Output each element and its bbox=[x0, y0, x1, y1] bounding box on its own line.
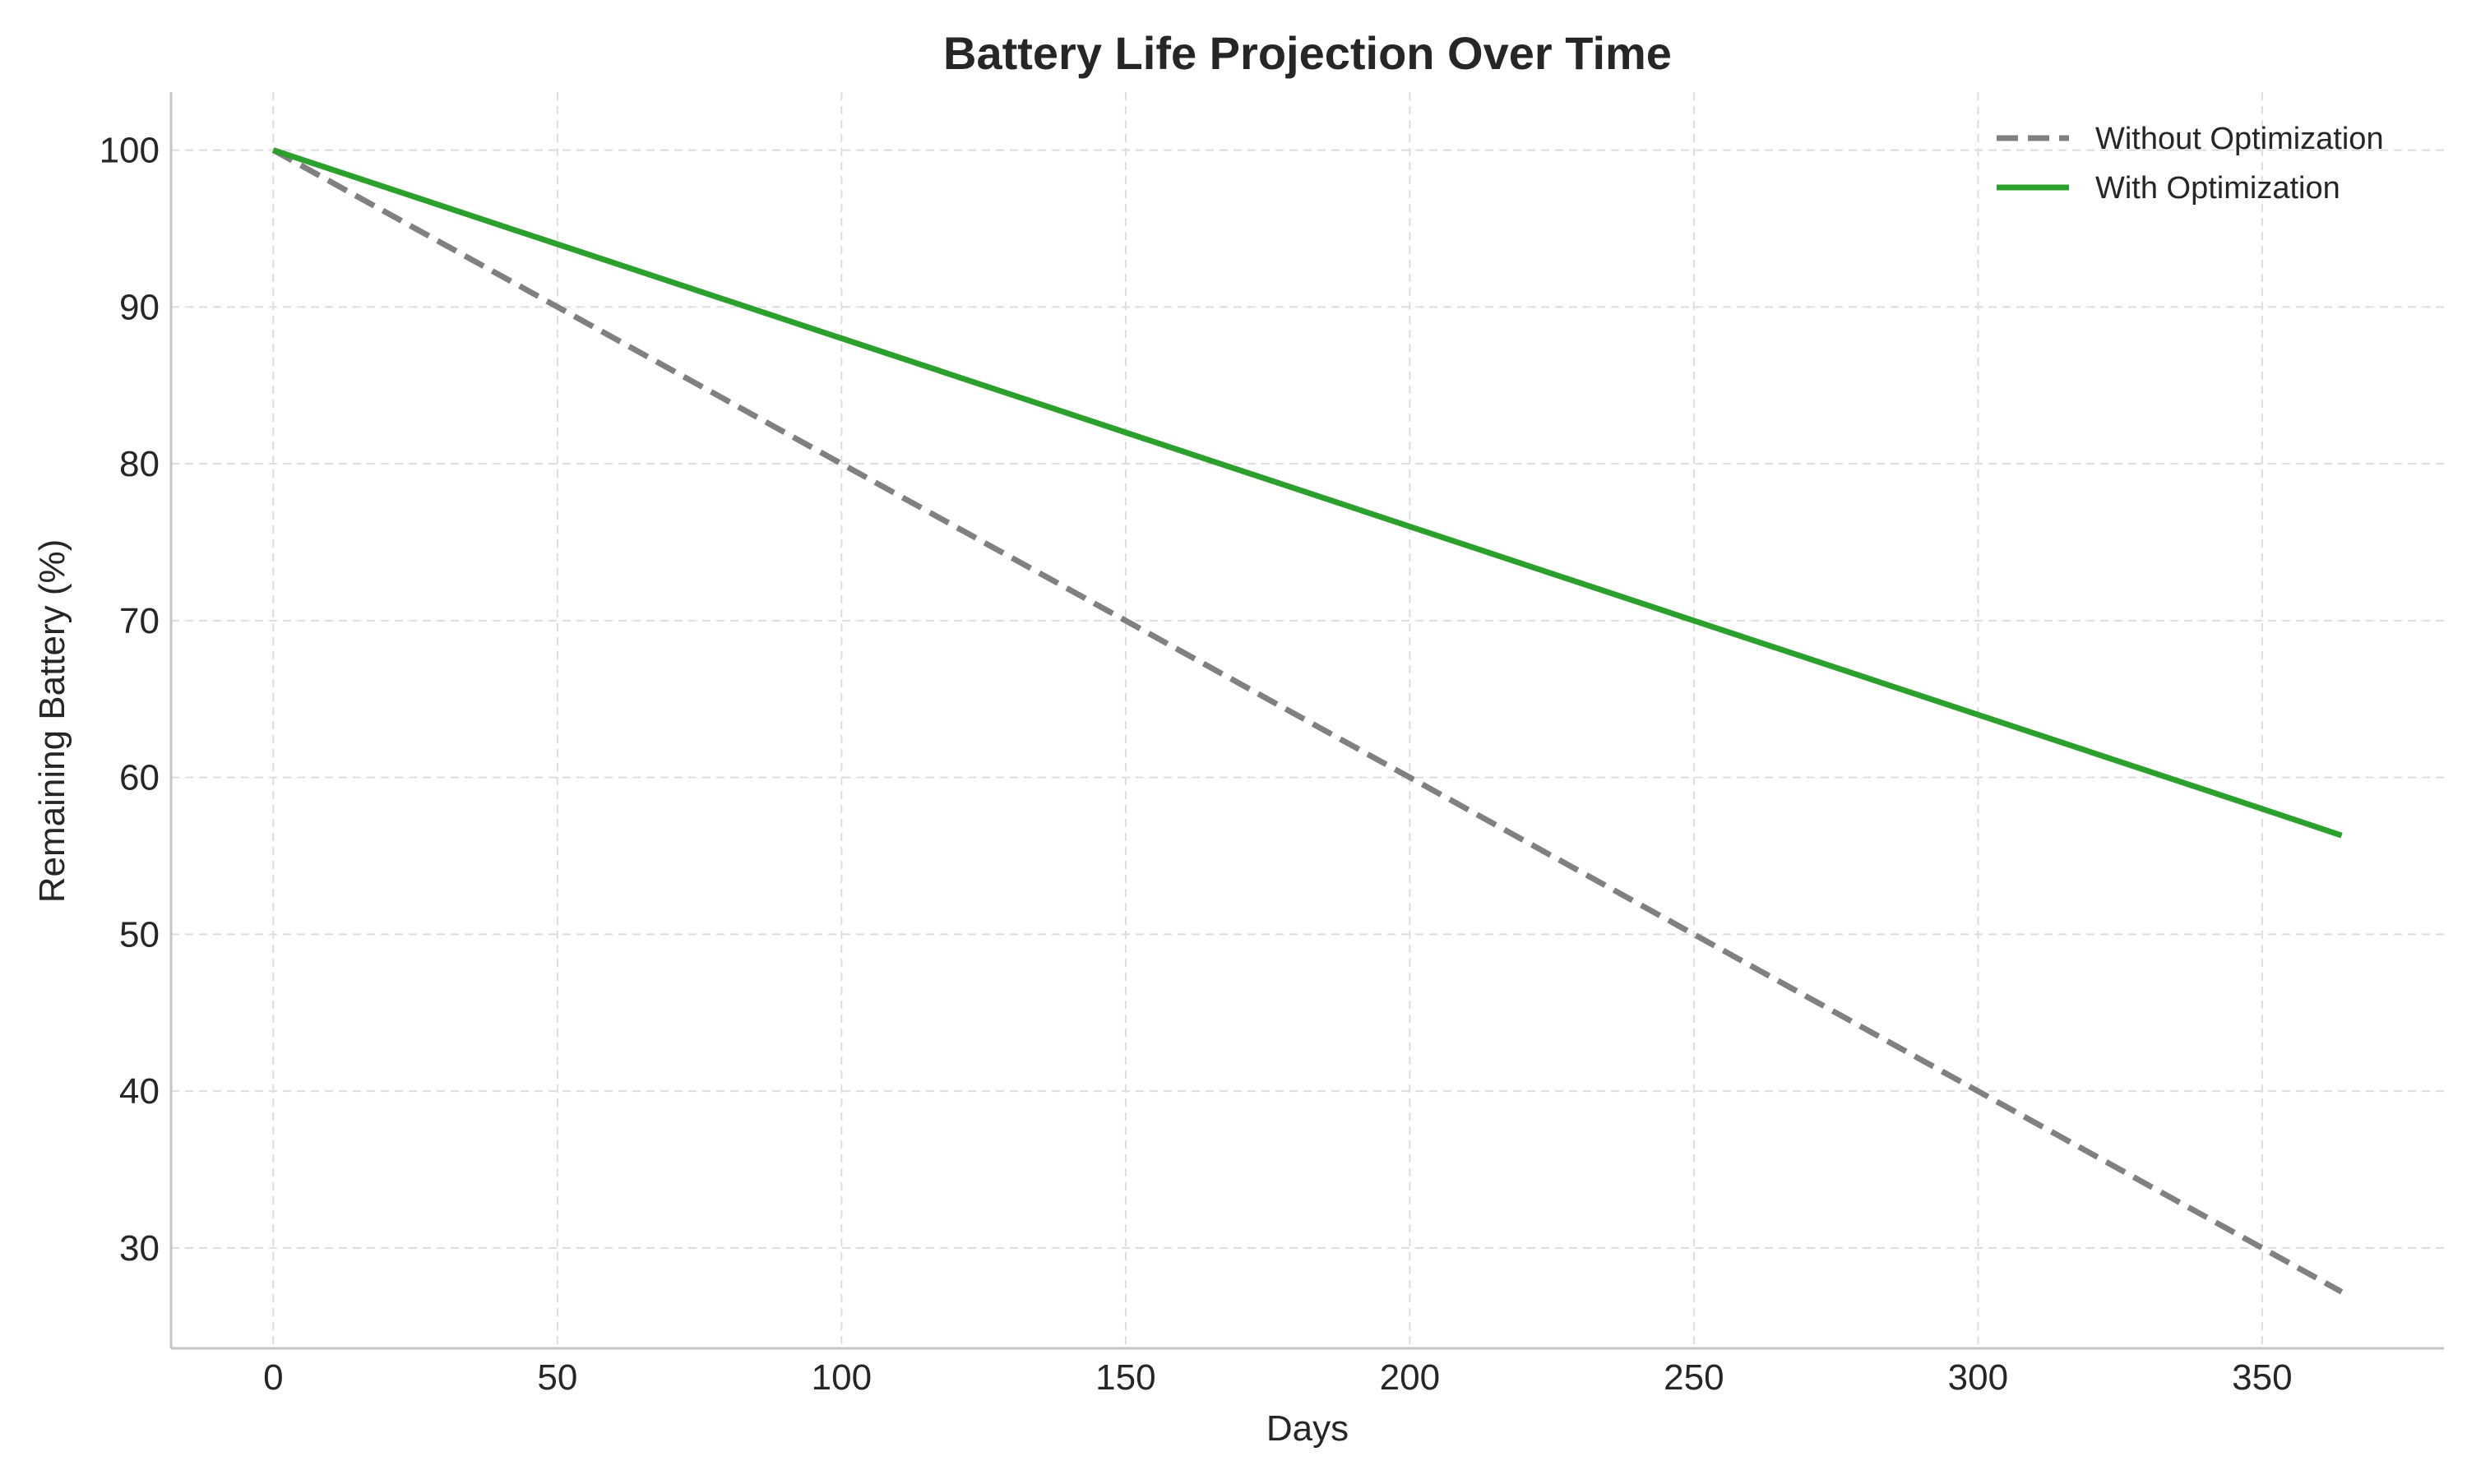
x-tick-label: 100 bbox=[812, 1357, 872, 1398]
legend-label: With Optimization bbox=[2095, 171, 2340, 206]
x-tick-label: 350 bbox=[2232, 1357, 2292, 1398]
chart-title: Battery Life Projection Over Time bbox=[943, 27, 1672, 79]
y-tick-label: 80 bbox=[119, 444, 160, 484]
y-tick-label: 70 bbox=[119, 601, 160, 641]
x-tick-label: 200 bbox=[1380, 1357, 1440, 1398]
y-tick-label: 100 bbox=[100, 131, 160, 171]
x-tick-label: 0 bbox=[263, 1357, 283, 1398]
y-tick-label: 60 bbox=[119, 758, 160, 798]
series-line-with-optimization bbox=[272, 147, 2343, 839]
y-tick-label: 50 bbox=[119, 914, 160, 955]
series-line-without-optimization bbox=[271, 147, 2344, 1295]
axes bbox=[169, 92, 2444, 1350]
x-tick-label: 50 bbox=[537, 1357, 577, 1398]
legend-label: Without Optimization bbox=[2095, 122, 2384, 156]
grid bbox=[171, 92, 2444, 1348]
series-lines bbox=[271, 147, 2344, 1295]
y-tick-label: 90 bbox=[119, 287, 160, 327]
x-tick-label: 300 bbox=[1948, 1357, 2008, 1398]
legend: Without Optimization With Optimization bbox=[1997, 122, 2384, 206]
x-axis-label: Days bbox=[1266, 1408, 1349, 1449]
y-axis-label: Remaining Battery (%) bbox=[32, 539, 72, 904]
tick-labels: 0 50 100 150 200 250 300 350 30 40 50 60 70 80 90 100 bbox=[100, 131, 2293, 1398]
x-tick-label: 150 bbox=[1095, 1357, 1155, 1398]
y-tick-label: 40 bbox=[119, 1071, 160, 1112]
y-tick-label: 30 bbox=[119, 1228, 160, 1269]
x-tick-label: 250 bbox=[1664, 1357, 1724, 1398]
